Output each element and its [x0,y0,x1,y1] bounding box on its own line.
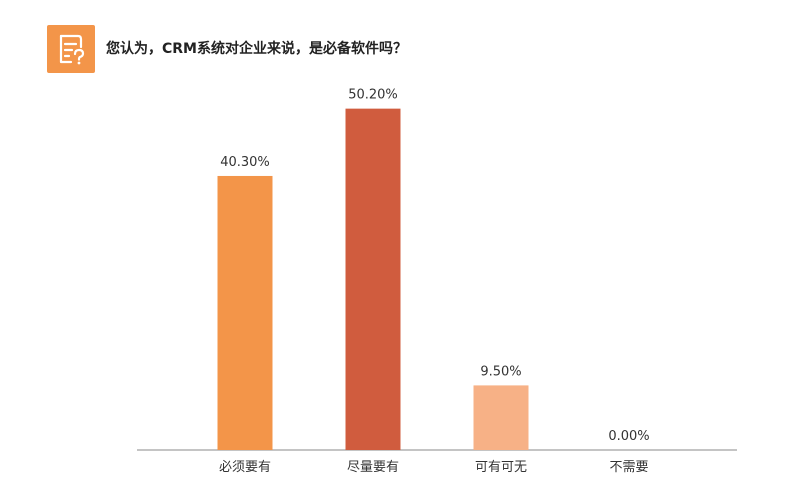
category-label-3: 可有可无 [475,460,527,475]
value-label-2: 50.20% [348,88,398,103]
category-label-1: 必须要有 [219,460,271,475]
category-labels-group: 必须要有 尽量要有 可有可无 不需要 [219,460,649,475]
bars-group [217,108,529,450]
value-label-1: 40.30% [220,155,270,170]
value-labels-group: 40.30% 50.20% 9.50% 0.00% [220,88,649,444]
value-label-3: 9.50% [480,364,521,379]
category-label-4: 不需要 [609,460,648,475]
category-label-2: 尽量要有 [347,460,399,475]
question-document-icon [47,25,95,73]
bar-3 [473,385,529,450]
bar-1 [217,175,273,450]
chart-title: 您认为，CRM系统对企业来说，是必备软件吗？ [106,41,407,57]
bar-2 [345,108,401,450]
value-label-4: 0.00% [608,429,649,444]
